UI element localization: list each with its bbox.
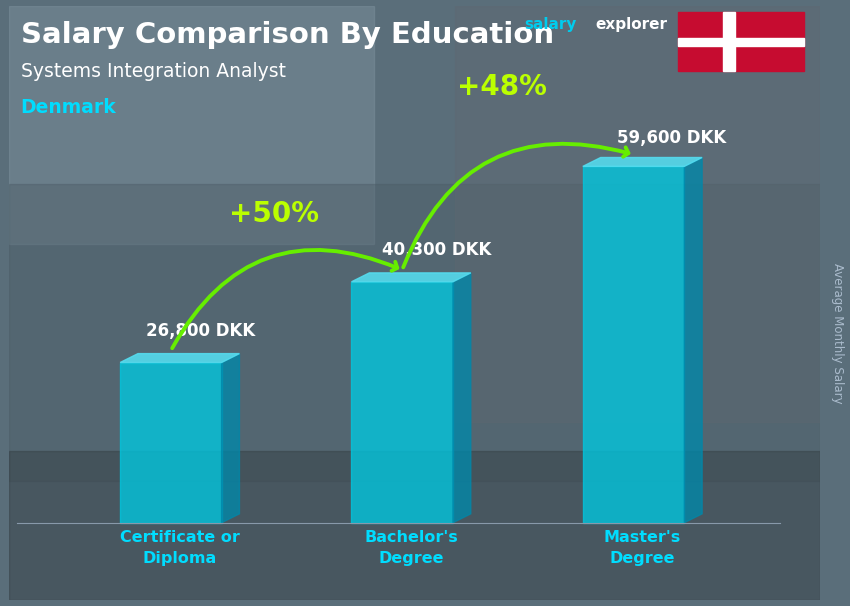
Bar — [120, 362, 222, 523]
Polygon shape — [351, 273, 471, 282]
Bar — [8, 451, 820, 600]
Polygon shape — [583, 158, 702, 167]
Polygon shape — [222, 353, 240, 523]
Polygon shape — [120, 353, 240, 362]
Text: Systems Integration Analyst: Systems Integration Analyst — [20, 62, 286, 81]
Text: Average Monthly Salary: Average Monthly Salary — [830, 263, 844, 404]
Text: explorer: explorer — [595, 17, 667, 32]
Bar — [678, 12, 804, 72]
Bar — [8, 6, 374, 244]
Polygon shape — [453, 273, 471, 523]
Polygon shape — [684, 158, 702, 523]
Text: +50%: +50% — [230, 200, 320, 228]
Text: 40,300 DKK: 40,300 DKK — [382, 241, 491, 259]
Text: salary: salary — [524, 17, 576, 32]
Text: 26,800 DKK: 26,800 DKK — [146, 322, 256, 340]
Text: Master's
Degree: Master's Degree — [604, 530, 681, 566]
Bar — [678, 38, 804, 46]
Bar — [583, 167, 684, 523]
Bar — [723, 12, 735, 72]
Bar — [8, 184, 820, 481]
Bar — [351, 282, 453, 523]
Text: +48%: +48% — [456, 73, 547, 101]
Text: 59,600 DKK: 59,600 DKK — [617, 130, 727, 147]
Text: Certificate or
Diploma: Certificate or Diploma — [120, 530, 240, 566]
Text: Denmark: Denmark — [20, 98, 116, 117]
Text: Salary Comparison By Education: Salary Comparison By Education — [20, 21, 554, 49]
Bar — [455, 6, 820, 422]
Text: Bachelor's
Degree: Bachelor's Degree — [365, 530, 458, 566]
Text: .com: .com — [686, 17, 728, 32]
